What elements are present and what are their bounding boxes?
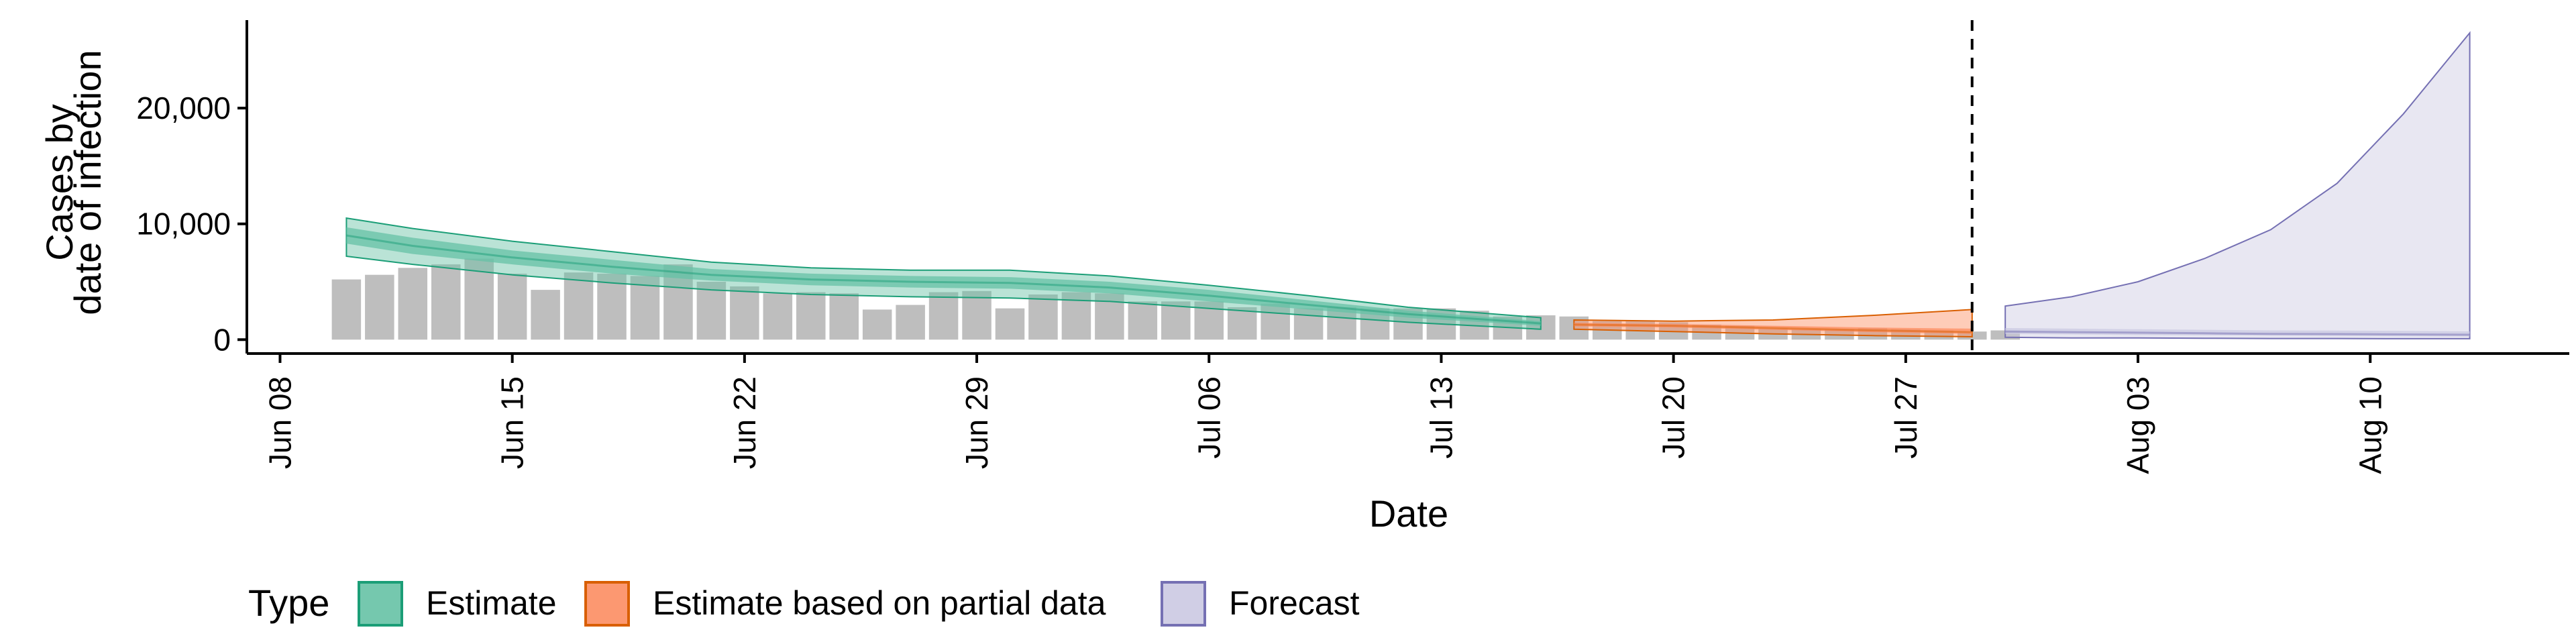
x-tick-label: Jun 29 xyxy=(959,376,994,469)
x-tick-label: Aug 03 xyxy=(2121,376,2155,474)
bar xyxy=(1227,307,1257,340)
bar xyxy=(862,309,892,340)
y-axis-title: Cases by date of infection xyxy=(38,50,109,315)
x-tick-label: Jul 06 xyxy=(1191,376,1226,459)
bar xyxy=(331,279,362,340)
bar xyxy=(763,293,793,340)
median-line-estimate-based-on-partial-data xyxy=(1574,323,1972,333)
x-tick-label: Jul 13 xyxy=(1424,376,1458,459)
legend: Type Estimate Estimate based on partial … xyxy=(248,581,1360,627)
x-tick-label: Jun 22 xyxy=(727,376,762,469)
legend-label-estimate: Estimate xyxy=(426,584,557,622)
bands-layer xyxy=(345,31,2471,339)
bar xyxy=(1028,294,1058,340)
x-tick-label: Jun 15 xyxy=(495,376,530,469)
legend-title: Type xyxy=(248,582,329,624)
bar xyxy=(1260,303,1290,340)
plot-area: Jun 08 Jun 15 Jun 22 Jun 29 Jul 06 Jul 13 Jul … xyxy=(136,20,2569,474)
bar xyxy=(630,276,660,340)
bar xyxy=(730,286,759,340)
y-axis-title-line-2: date of infection xyxy=(66,50,109,315)
x-axis-ticks: Jun 08 Jun 15 Jun 22 Jun 29 Jul 06 Jul 13 Jul … xyxy=(262,354,2387,474)
median-line-estimate xyxy=(346,234,1541,325)
outer-band-forecast xyxy=(2004,31,2471,339)
bar xyxy=(1128,301,1158,340)
y-axis-title-line-1: Cases by xyxy=(38,104,80,260)
y-tick-label: 20,000 xyxy=(136,91,231,125)
legend-label-forecast: Forecast xyxy=(1229,584,1360,622)
x-tick-label: Jul 27 xyxy=(1888,376,1923,459)
series-estimate xyxy=(345,217,1542,330)
legend-swatch-estimate xyxy=(358,581,403,627)
series-forecast xyxy=(2004,31,2471,339)
bar xyxy=(597,273,627,340)
legend-swatch-partial xyxy=(584,581,630,627)
bar xyxy=(995,308,1025,340)
x-tick-label: Jul 20 xyxy=(1656,376,1691,459)
bar xyxy=(497,273,527,340)
bar xyxy=(398,268,428,340)
bar xyxy=(1161,301,1191,340)
inner-band-estimate xyxy=(346,227,1541,326)
bar xyxy=(896,305,925,340)
bar xyxy=(431,264,461,340)
x-axis-title: Date xyxy=(1369,492,1448,535)
legend-label-partial: Estimate based on partial data xyxy=(653,584,1106,622)
y-axis-ticks: 0 10,000 20,000 xyxy=(136,91,247,357)
x-tick-label: Aug 10 xyxy=(2353,376,2387,474)
bar xyxy=(1293,308,1324,340)
bar xyxy=(796,292,826,340)
bar xyxy=(564,272,594,340)
y-tick-label: 10,000 xyxy=(136,207,231,241)
series-estimate-based-on-partial-data xyxy=(1573,309,1973,338)
legend-swatch-forecast xyxy=(1161,581,1206,627)
bar xyxy=(531,290,560,340)
bar xyxy=(928,292,959,340)
bar xyxy=(962,290,991,340)
x-tick-label: Jun 08 xyxy=(262,376,297,469)
bar xyxy=(829,293,859,340)
median-line-forecast xyxy=(2005,330,2470,336)
y-tick-label: 0 xyxy=(213,322,231,357)
bar xyxy=(696,282,727,340)
bar xyxy=(365,274,394,340)
